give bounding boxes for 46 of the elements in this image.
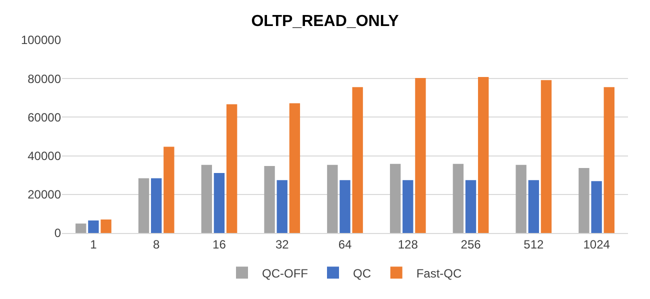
y-tick-label: 20000 (28, 188, 62, 202)
x-tick-label: 1024 (583, 237, 610, 252)
x-tick-label: 128 (398, 237, 418, 252)
bar (340, 180, 350, 233)
bar (465, 180, 476, 233)
bar (415, 78, 426, 233)
x-tick-label: 32 (275, 237, 290, 252)
y-tick-label: 100000 (20, 33, 62, 48)
x-tick-label: 256 (460, 237, 482, 252)
y-tick-label: 40000 (28, 149, 62, 163)
x-tick-label: 1 (90, 237, 98, 252)
bar (164, 146, 174, 233)
bar (100, 219, 112, 233)
bar (289, 103, 300, 233)
bar (150, 178, 162, 233)
bar (540, 80, 552, 233)
legend-label: QC-OFF (262, 266, 308, 280)
bar (452, 164, 464, 233)
bar (478, 77, 489, 233)
x-tick-label: 512 (524, 237, 544, 252)
bar (76, 224, 86, 233)
x-tick-label: 64 (338, 237, 352, 252)
bar (516, 164, 526, 233)
legend-label: Fast-QC (416, 266, 462, 280)
x-tick-label: 16 (212, 237, 226, 252)
bar (352, 87, 363, 233)
bar (264, 166, 275, 233)
bar (591, 181, 602, 233)
legend-label: QC (353, 266, 372, 280)
bar (226, 104, 238, 233)
bar (390, 164, 401, 233)
x-tick-label: 8 (152, 237, 160, 252)
bar (201, 164, 212, 233)
bar (402, 180, 414, 233)
bar (88, 220, 99, 233)
bar (276, 180, 288, 233)
y-tick-label: 80000 (28, 72, 62, 86)
y-tick-label: 0 (54, 226, 62, 240)
bar (327, 164, 338, 233)
y-tick-label: 60000 (28, 110, 62, 124)
bar (214, 172, 225, 233)
bar (528, 180, 540, 233)
chart-title: OLTP_READ_ONLY (251, 13, 400, 30)
bar (578, 168, 590, 233)
bar (138, 178, 150, 233)
bar (604, 87, 614, 233)
